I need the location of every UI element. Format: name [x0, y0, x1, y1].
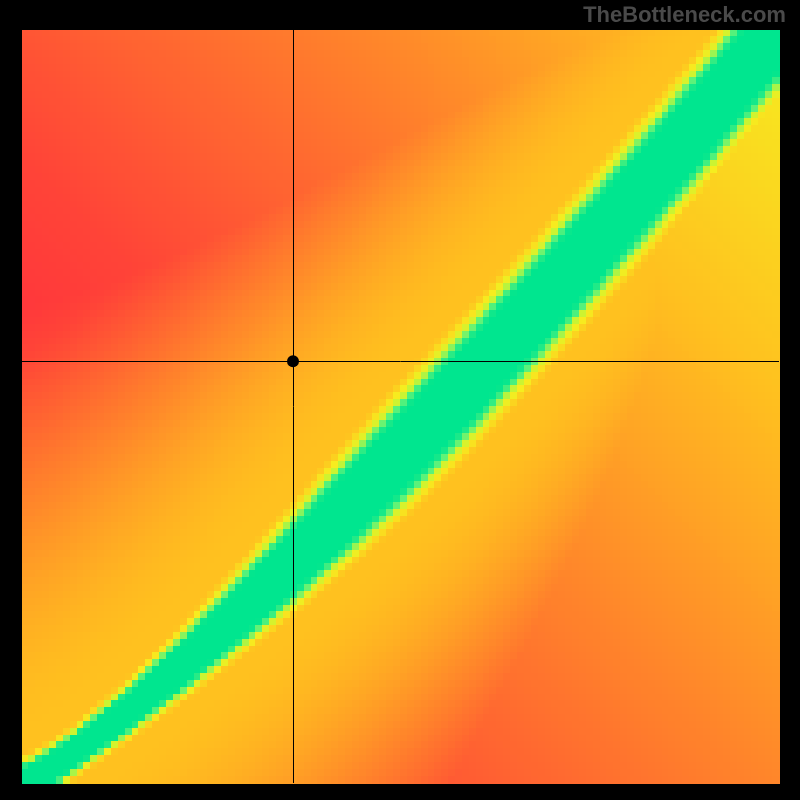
chart-container: TheBottleneck.com [0, 0, 800, 800]
heatmap-canvas [0, 0, 800, 800]
watermark-text: TheBottleneck.com [583, 2, 786, 28]
